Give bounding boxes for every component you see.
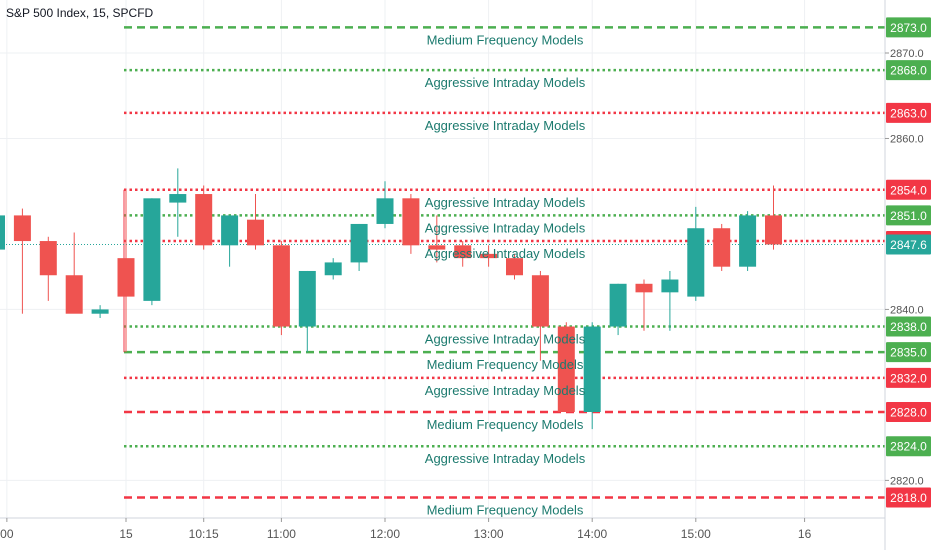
candle [143,198,161,301]
price-level-label: 2824.0 [890,440,927,454]
candle [376,198,394,224]
symbol-title: S&P 500 Index, 15, SPCFD [6,6,154,20]
level-label: Aggressive Intraday Models [425,246,586,261]
level-label: Medium Frequency Models [427,502,584,517]
candle [635,283,653,293]
price-level-label: 2835.0 [890,346,927,360]
price-tick-label: 2870.0 [890,48,924,60]
time-tick-label: 00 [0,527,14,541]
candle [609,283,627,327]
candle [583,326,601,413]
candle [480,253,498,259]
time-tick-label: 12:00 [370,527,400,541]
price-level-badge [886,60,931,81]
price-level-label: 2854.0 [890,183,927,197]
level-label: Aggressive Intraday Models [425,75,586,90]
price-level-label: 2828.0 [890,406,927,420]
candle [195,194,213,246]
level-label: Aggressive Intraday Models [425,220,586,235]
candle [350,223,368,263]
candle [506,258,523,276]
price-level-badge [886,179,931,200]
time-tick-label: 16 [798,527,812,541]
candle [454,245,472,259]
price-level-badge [886,17,931,38]
level-label: Aggressive Intraday Models [425,118,586,133]
candle [557,326,575,413]
price-level-badge [886,205,931,226]
time-tick-label: 11:00 [267,527,296,541]
candle [402,198,420,246]
level-label: Aggressive Intraday Models [425,383,586,398]
candle [713,228,731,267]
candle [687,228,705,297]
candle-prev [0,215,5,250]
last-price-badge [886,234,931,255]
price-level-badge [886,402,931,423]
candle-prev [91,309,109,314]
time-tick-label: 15:00 [681,527,711,541]
price-tick-label: 2840.0 [890,304,924,316]
price-level-badge [886,102,931,123]
candle [765,215,782,245]
time-tick-label: 10:15 [189,527,219,541]
price-tick-label: 2820.0 [890,475,924,487]
candle [298,270,316,327]
candle [324,262,342,276]
price-level-label: 2868.0 [890,64,927,78]
candle-prev [65,275,83,314]
candle [169,194,187,203]
price-tick-label: 2860.0 [890,133,924,145]
candle [272,245,290,327]
price-level-label: 2818.0 [890,491,927,505]
level-label: Aggressive Intraday Models [425,332,586,347]
time-tick-label: 13:00 [474,527,504,541]
price-level-badge [886,316,931,337]
candle [117,258,135,297]
candle [428,245,446,250]
price-level-badge [886,436,931,457]
level-label: Medium Frequency Models [427,357,584,372]
price-level-badge [886,487,931,508]
price-level-label: 2863.0 [890,106,927,120]
price-level-label: 2851.0 [890,209,927,223]
candle [531,275,549,327]
candle [661,279,679,293]
price-level-badge [886,342,931,363]
candle-prev [13,215,31,242]
time-tick-label: 14:00 [577,527,607,541]
price-level-label: 2832.0 [890,371,927,385]
time-tick-label: 15 [119,527,133,541]
price-level-badge [886,367,931,388]
price-level-label: 2838.0 [890,320,927,334]
level-label: Medium Frequency Models [427,417,584,432]
level-label: Aggressive Intraday Models [425,451,586,466]
price-level-label: 2873.0 [890,21,927,35]
last-price-label: 2847.6 [890,238,927,252]
level-label: Aggressive Intraday Models [425,195,586,210]
candle-prev [39,241,57,276]
candle [247,219,264,246]
level-label: Medium Frequency Models [427,32,584,47]
candle [739,215,757,267]
candle [221,215,239,246]
